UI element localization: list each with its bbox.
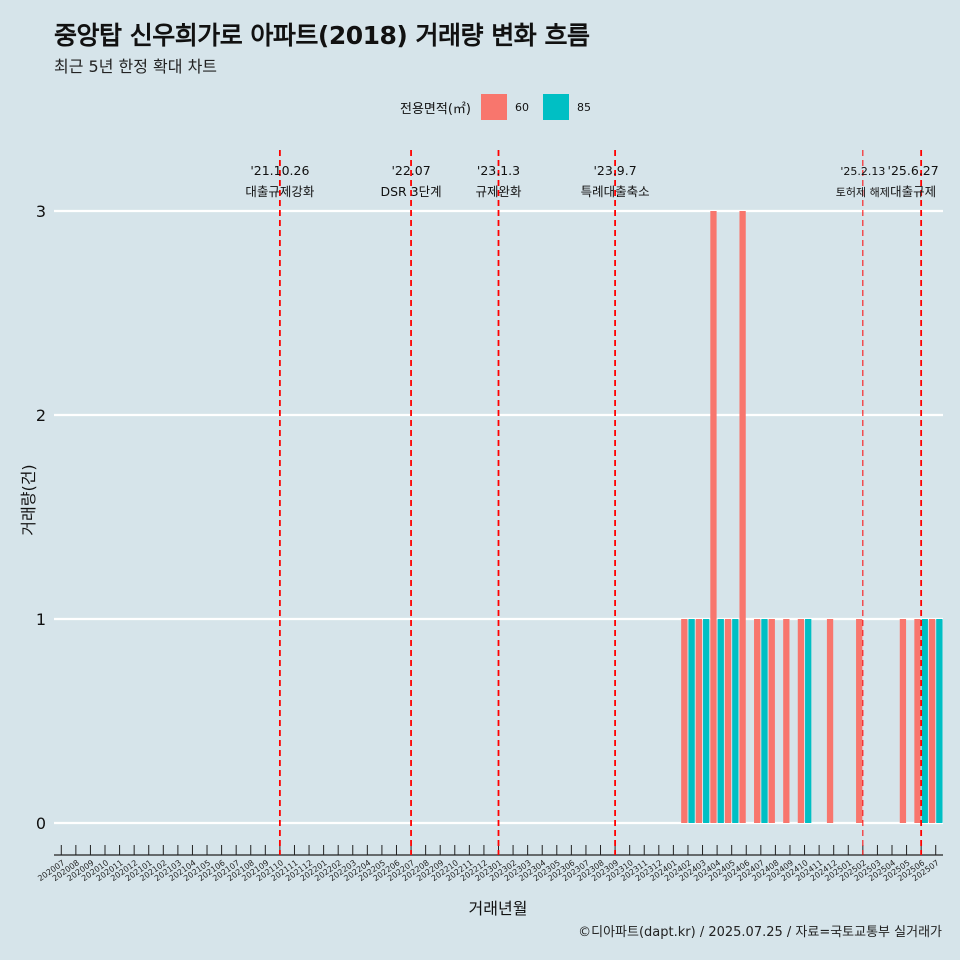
- bar-85-202507: [936, 619, 943, 823]
- event-date-label: '25.2.13: [840, 165, 885, 178]
- event-date-label: '23.1.3: [477, 163, 520, 178]
- legend: 전용면적(㎡) 60 85: [400, 93, 605, 121]
- bar-60-202410: [797, 619, 805, 823]
- legend-title: 전용면적(㎡): [400, 101, 471, 117]
- bar-60-202507: [928, 619, 936, 823]
- bar-85-202404: [717, 619, 724, 823]
- legend-label-85: 85: [576, 100, 591, 114]
- event-date-label: '22.07: [391, 163, 430, 178]
- bar-85-202402: [688, 619, 695, 823]
- event-name-label: DSR 3단계: [380, 184, 441, 199]
- event-name-label: 규제완화: [475, 184, 522, 199]
- bar-60-202502: [856, 619, 863, 823]
- legend-label-60: 60: [514, 100, 529, 114]
- bar-60-202406: [739, 211, 746, 823]
- x-axis-title: 거래년월: [469, 899, 528, 918]
- bar-60-202403: [695, 619, 703, 823]
- y-tick-label: 1: [36, 610, 46, 629]
- bar-85-202410: [805, 619, 812, 823]
- bar-60-202505: [899, 619, 907, 823]
- event-name-label: 특례대출축소: [581, 184, 650, 199]
- chart-caption: ©디아파트(dapt.kr) / 2025.07.25 / 자료=국토교통부 실…: [578, 925, 942, 940]
- bar-60-202404: [710, 211, 717, 823]
- bar-60-202402: [681, 619, 688, 823]
- y-tick-label: 0: [36, 814, 46, 833]
- y-axis-title: 거래량(건): [19, 464, 38, 535]
- bar-60-202412: [826, 619, 834, 823]
- bar-60-202408: [768, 619, 775, 823]
- chart-subtitle: 최근 5년 한정 확대 차트: [54, 57, 218, 76]
- bar-85-202407: [761, 619, 768, 823]
- bar-85-202403: [703, 619, 710, 823]
- legend-swatch-85: [542, 94, 569, 120]
- bar-60-202506: [914, 619, 921, 823]
- event-date-label: '23.9.7: [593, 163, 636, 178]
- bar-85-202405: [732, 619, 739, 823]
- bar-85-202506: [921, 619, 928, 823]
- bar-60-202407: [754, 619, 761, 823]
- y-tick-label: 3: [36, 202, 46, 221]
- event-name-label: 대출규제: [890, 184, 936, 199]
- legend-swatch-60: [480, 94, 507, 120]
- bar-60-202409: [783, 619, 790, 823]
- event-name-label: 대출규제강화: [245, 184, 315, 199]
- event-date-label: '25.6.27: [888, 163, 939, 178]
- event-date-label: '21.10.26: [250, 163, 309, 178]
- event-name-label: 토허제 해제: [836, 185, 890, 199]
- chart-title: 중앙탑 신우희가로 아파트(2018) 거래량 변화 흐름: [54, 21, 590, 50]
- y-tick-label: 2: [36, 406, 46, 425]
- bar-60-202405: [724, 619, 732, 823]
